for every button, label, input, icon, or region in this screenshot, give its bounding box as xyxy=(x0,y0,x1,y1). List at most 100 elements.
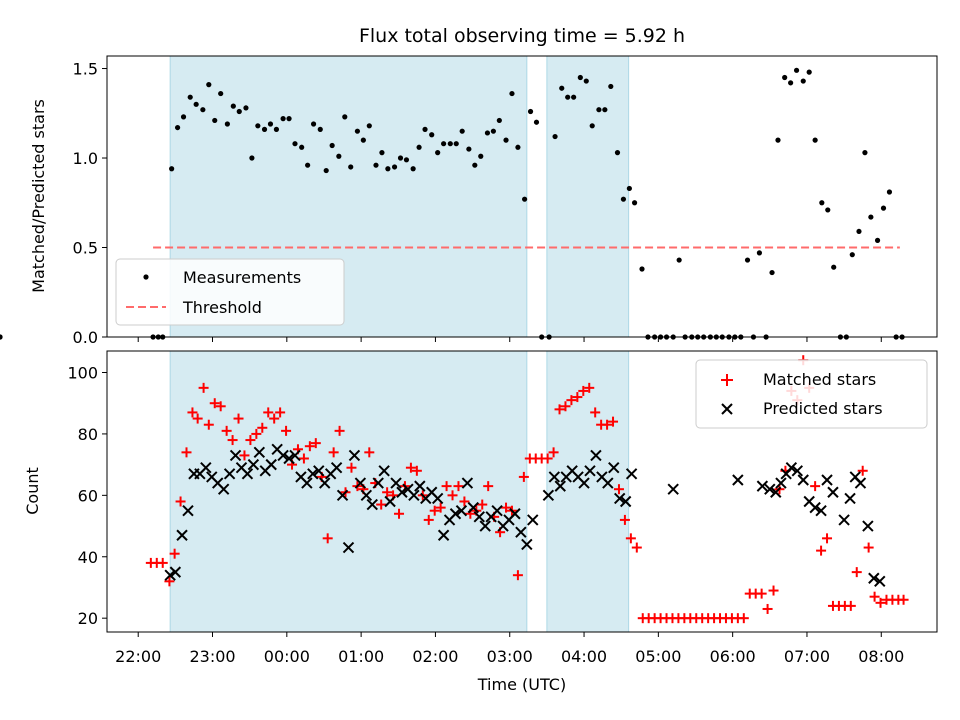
matched-star-point xyxy=(851,567,862,578)
count-x-ticks: 22:00 23:00 00:00 01:00 02:00 03:00 04:00 05:00… xyxy=(115,632,904,666)
count-x-tick-label: 01:00 xyxy=(338,647,384,666)
predicted-star-point xyxy=(527,514,539,526)
matched-star-point xyxy=(816,545,827,556)
predicted-star-point xyxy=(414,480,426,492)
legend-measurements-label: Measurements xyxy=(183,268,301,287)
measurement-point xyxy=(849,252,855,258)
predicted-star-point xyxy=(554,480,566,492)
measurement-point xyxy=(626,185,632,192)
measurement-point xyxy=(323,167,329,174)
measurement-point xyxy=(230,103,236,109)
measurement-point xyxy=(299,144,305,150)
predicted-x-b xyxy=(396,486,408,498)
measurement-point xyxy=(490,128,496,134)
predicted-x-b xyxy=(384,495,396,508)
predicted-star-point xyxy=(667,483,679,495)
predicted-star-point xyxy=(289,449,301,462)
predicted-x-b xyxy=(854,477,867,489)
predicted-x-b xyxy=(169,566,182,578)
predicted-star-point xyxy=(732,474,744,486)
predicted-star-point xyxy=(176,529,188,541)
predicted-star-point xyxy=(614,492,626,505)
predicted-x-b xyxy=(182,504,194,517)
matched-star-point xyxy=(756,588,767,599)
matched-star-point xyxy=(548,447,559,458)
predicted-star-point xyxy=(182,504,194,517)
predicted-star-point xyxy=(854,477,867,489)
measurement-point xyxy=(503,137,509,143)
measurement-point xyxy=(366,123,372,129)
measurement-point xyxy=(447,141,453,147)
ratio-y-ticks: 0.0 0.5 1.0 1.5 xyxy=(73,60,107,347)
predicted-x-b xyxy=(319,477,331,489)
measurement-point xyxy=(441,141,447,147)
matched-star-point xyxy=(518,471,529,482)
measurement-point xyxy=(515,144,521,150)
count-legend-box xyxy=(695,359,928,429)
predicted-star-point xyxy=(229,449,242,462)
matched-star-point xyxy=(898,594,909,605)
predicted-x-b xyxy=(809,501,821,514)
matched-star-point xyxy=(233,413,244,424)
matched-star-point xyxy=(245,435,256,446)
matched-star-point xyxy=(169,548,180,559)
predicted-star-point xyxy=(844,492,856,505)
measurement-point xyxy=(793,67,800,73)
count-x-tick-label: 04:00 xyxy=(561,647,607,666)
predicted-x-b xyxy=(289,449,301,462)
predicted-star-point xyxy=(578,477,590,489)
count-x-tick-label: 07:00 xyxy=(784,647,830,666)
matched-star-point xyxy=(227,435,238,446)
measurement-point xyxy=(410,166,416,172)
predicted-star-point xyxy=(348,449,361,462)
matched-star-point xyxy=(572,392,583,403)
measurement-point xyxy=(886,189,893,195)
matched-star-point xyxy=(269,413,280,424)
measurement-point xyxy=(614,150,621,156)
predicted-star-point xyxy=(584,465,596,477)
measurement-point xyxy=(769,269,775,276)
predicted-star-point xyxy=(378,465,390,477)
predicted-x-b xyxy=(614,492,626,505)
ratio-y-axis-label: Matched/Predicted stars xyxy=(29,99,48,293)
measurement-point xyxy=(583,78,589,84)
matched-star-point xyxy=(275,407,286,418)
predicted-star-point xyxy=(283,452,295,465)
predicted-star-point xyxy=(608,461,620,474)
matched-star-point xyxy=(382,487,393,498)
measurement-point xyxy=(825,207,831,213)
predicted-star-point xyxy=(241,468,254,480)
matched-star-point xyxy=(869,591,880,602)
measurement-point xyxy=(243,105,249,111)
predicted-x-b xyxy=(247,458,260,471)
predicted-star-point xyxy=(396,486,408,498)
matched-star-point xyxy=(364,447,375,458)
count-x-tick-label: 05:00 xyxy=(635,647,681,666)
measurement-point xyxy=(631,200,638,206)
measurement-point xyxy=(819,200,825,206)
measurement-point xyxy=(329,142,335,149)
predicted-x-b xyxy=(223,468,236,480)
matched-star-point xyxy=(187,407,198,418)
matched-star-point xyxy=(298,453,309,464)
measurement-point xyxy=(212,117,218,124)
predicted-x-b xyxy=(596,471,608,483)
predicted-x-b xyxy=(212,477,224,489)
measurement-point xyxy=(397,155,404,161)
measurement-point xyxy=(880,205,887,211)
predicted-x-b xyxy=(625,468,638,480)
predicted-x-b xyxy=(414,480,426,492)
predicted-x-b xyxy=(229,449,242,462)
count-x-tick-label: 23:00 xyxy=(189,647,235,666)
predicted-star-point xyxy=(548,471,561,483)
measurement-point xyxy=(812,137,818,143)
predicted-star-point xyxy=(253,446,266,459)
predicted-x-b xyxy=(764,483,776,495)
matched-star-point xyxy=(608,416,619,427)
count-panel: 20 40 60 80 100 22:00 23:00 00:00 01:00 02:00 03:… xyxy=(23,350,938,694)
predicted-x-b xyxy=(785,461,798,474)
measurement-point xyxy=(206,82,212,88)
predicted-x-b xyxy=(313,465,325,477)
predicted-star-point xyxy=(223,468,236,480)
predicted-star-point xyxy=(764,483,776,495)
